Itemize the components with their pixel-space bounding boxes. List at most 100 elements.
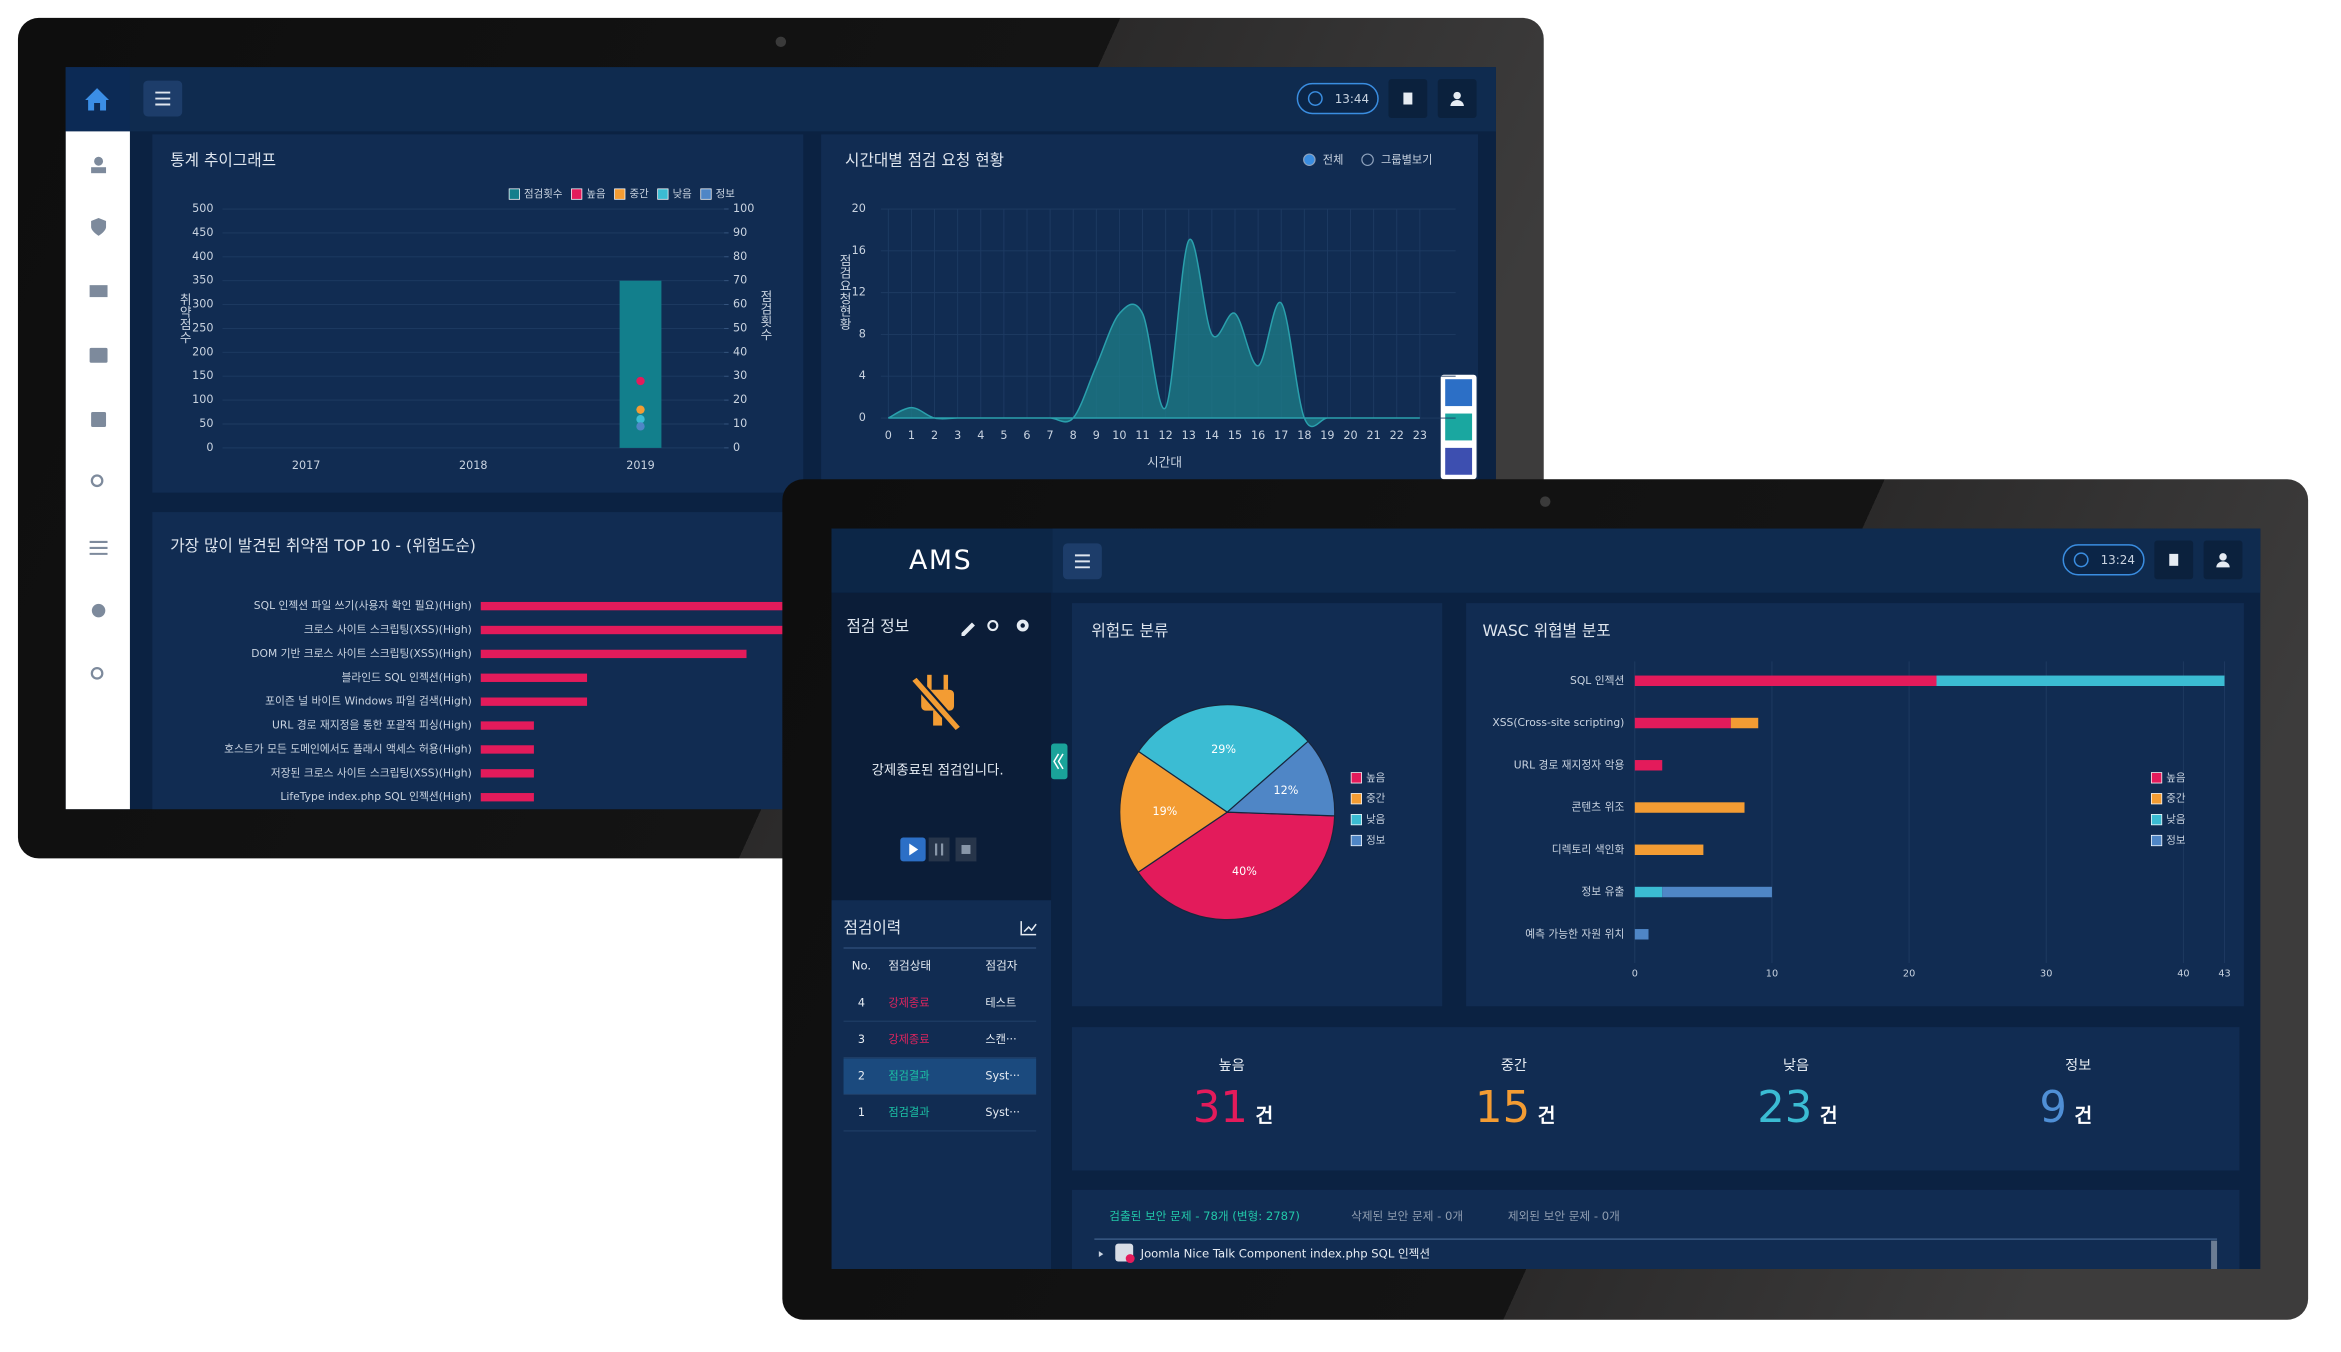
y-tick-label: 저장된 크로스 사이트 스크립팅(XSS)(High) (271, 766, 472, 779)
quick-button[interactable] (1445, 447, 1473, 475)
search-button[interactable] (987, 620, 999, 632)
y-tick-label: 400 (192, 250, 213, 263)
y-tick-label: 50 (199, 417, 213, 430)
issues-tab[interactable]: 삭제된 보안 문제 - 0개 (1351, 1209, 1463, 1223)
legend-label: 중간 (1366, 793, 1386, 805)
y-tick-label: 350 (192, 274, 213, 287)
quick-button[interactable] (1445, 379, 1473, 407)
y-tick-label: 8 (859, 327, 866, 340)
pause-button[interactable] (928, 837, 950, 862)
chart-button[interactable] (1020, 921, 1037, 936)
y-axis-label: 취약점수 (177, 293, 192, 344)
y-tick-label: 콘텐츠 위조 (1572, 801, 1625, 814)
table-cell: Syst··· (985, 1069, 1020, 1082)
table-cell: Syst··· (985, 1106, 1020, 1119)
x-tick-label: 2018 (459, 459, 487, 472)
nav-icon[interactable] (89, 540, 108, 555)
x-tick-label: 16 (1251, 429, 1265, 442)
legend-swatch (1350, 772, 1362, 784)
y2-tick-label: 50 (733, 321, 747, 334)
pie-slice (1225, 740, 1336, 817)
legend-swatch (614, 188, 626, 200)
nav-icon[interactable] (90, 474, 104, 488)
timer-icon (1307, 91, 1323, 106)
column-header: 점검자 (985, 958, 1017, 972)
nav-icon[interactable] (91, 167, 107, 174)
bar-segment (1634, 717, 1731, 729)
x-tick-label: 2017 (292, 459, 320, 472)
selected-row[interactable] (843, 1058, 1037, 1095)
y-tick-label: 100 (192, 393, 213, 406)
table-cell: 4 (858, 996, 865, 1009)
bar (480, 745, 534, 754)
stat-unit: 건 (1538, 1104, 1556, 1127)
y-tick-label: 300 (192, 298, 213, 311)
point (636, 415, 645, 424)
radio-label: 그룹별보기 (1381, 153, 1432, 166)
menu-icon (1074, 554, 1090, 569)
play-icon (909, 843, 919, 856)
logo-area (831, 528, 1053, 593)
sidebar-icons (89, 156, 108, 680)
legend-label: 낮음 (2166, 814, 2186, 826)
issues-tab[interactable]: 검출된 보안 문제 - 78개 (변형: 2787) (1109, 1209, 1300, 1223)
user-icon (2219, 553, 2227, 561)
notes-icon (2169, 553, 2179, 566)
bar (480, 601, 800, 611)
legend-swatch (657, 188, 669, 200)
nav-icon[interactable] (91, 603, 106, 618)
camera (775, 36, 787, 48)
nav-icon[interactable] (91, 412, 107, 427)
bar-segment (1634, 886, 1663, 898)
legend-swatch (700, 188, 712, 200)
nav-icon[interactable] (94, 156, 104, 166)
legend-swatch (1350, 793, 1362, 805)
timer-pill[interactable] (1296, 82, 1379, 115)
chart-title: 위험도 분류 (1091, 621, 1168, 640)
y-tick-label: 블라인드 SQL 인젝션(High) (342, 671, 472, 684)
issues-tab[interactable]: 제외된 보안 문제 - 0개 (1508, 1209, 1620, 1223)
bar (480, 649, 747, 659)
nav-icon[interactable] (89, 347, 108, 363)
scrollbar[interactable] (2211, 1240, 2218, 1269)
x-tick-label: 21 (1367, 429, 1381, 442)
area (887, 238, 1420, 428)
front-tablet: AMS 13:24 점검 정보 강제종료된 점검입니다. 점검이력 No. 점검상… (782, 479, 2309, 1320)
y-tick-label: 450 (192, 226, 213, 239)
radio[interactable] (1361, 153, 1374, 167)
pie-slice (1137, 704, 1309, 813)
y2-tick-label: 0 (733, 441, 740, 454)
y-tick-label: XSS(Cross-site scripting) (1492, 716, 1624, 729)
bar (480, 697, 588, 706)
nav-icon[interactable] (89, 285, 108, 298)
table-cell: 2 (858, 1069, 865, 1082)
radio[interactable] (1303, 153, 1316, 167)
y-tick-label: 200 (192, 345, 213, 358)
y2-tick-label: 10 (733, 417, 747, 430)
panel (1466, 603, 2244, 1007)
y-tick-label: 0 (206, 441, 213, 454)
x-tick-label: 22 (1390, 429, 1404, 442)
user-icon (2216, 561, 2230, 568)
panel-title: 점검 정보 (847, 617, 910, 636)
x-tick-label: 30 (2040, 968, 2052, 979)
y-tick-label: URL 경로 재지정자 악용 (1514, 758, 1625, 771)
y-tick-label: URL 경로 재지정을 통한 포괄적 피싱(High) (272, 719, 472, 732)
column-header: No. (852, 958, 871, 972)
x-tick-label: 11 (1135, 429, 1149, 442)
tree-toggle[interactable] (1098, 1251, 1104, 1258)
timer-pill[interactable] (2062, 544, 2145, 576)
x-tick-label: 20 (1343, 429, 1357, 442)
slice-label: 19% (1152, 805, 1177, 818)
user-icon (1453, 91, 1461, 100)
x-tick-label: 2019 (626, 459, 654, 472)
bar-segment (1662, 886, 1772, 898)
nav-icon[interactable] (91, 217, 107, 236)
nav-icon[interactable] (90, 666, 104, 680)
y-tick-label: DOM 기반 크로스 사이트 스크립팅(XSS)(High) (251, 647, 472, 660)
edit-button[interactable] (961, 622, 975, 636)
table-cell: 점검결과 (888, 1069, 929, 1082)
slice-label: 29% (1211, 743, 1236, 756)
